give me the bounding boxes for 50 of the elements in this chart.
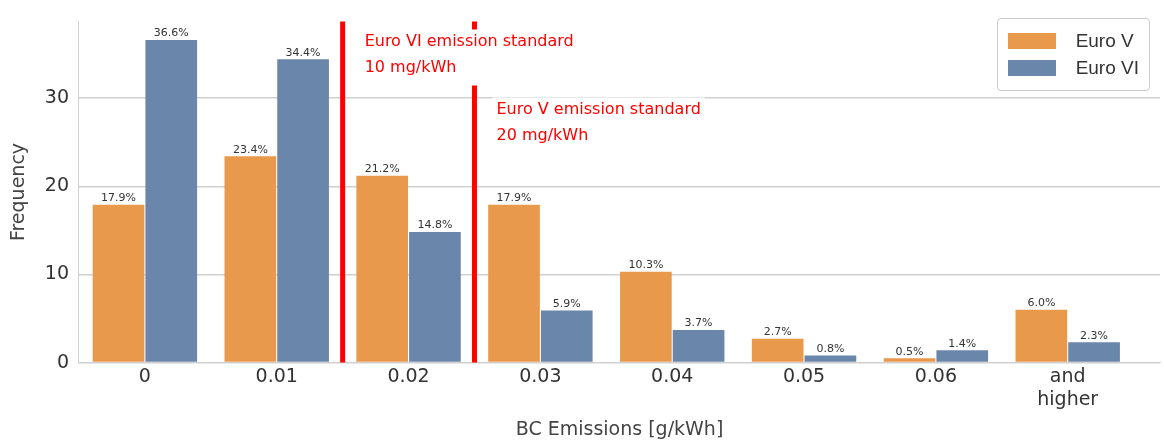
bar — [1015, 309, 1068, 362]
data-label: 6.0% — [1027, 296, 1056, 310]
y-axis-title: Frequency — [6, 142, 29, 242]
x-tick-label: and higher — [1037, 363, 1099, 409]
bar — [936, 350, 989, 362]
bar — [620, 271, 672, 362]
data-label: 10.3% — [628, 258, 664, 272]
data-label: 2.7% — [763, 325, 792, 339]
y-tick-label: 30 — [44, 85, 69, 108]
bar — [672, 329, 725, 362]
x-tick-label: 0.06 — [914, 363, 958, 386]
data-label: 17.9% — [101, 191, 136, 205]
data-label: 21.2% — [364, 162, 400, 176]
data-label: 0.5% — [895, 344, 924, 358]
bar — [1068, 342, 1120, 362]
bar — [488, 204, 540, 362]
data-label: 34.4% — [285, 45, 321, 59]
data-label: 2.3% — [1080, 328, 1109, 342]
bar — [883, 358, 936, 362]
y-tick-label: 10 — [44, 261, 69, 284]
x-tick-label: 0.01 — [255, 363, 298, 386]
bar — [540, 310, 593, 362]
bar — [409, 232, 461, 362]
x-axis-title: BC Emissions [g/kWh] — [515, 416, 724, 439]
data-label: 1.4% — [948, 336, 977, 350]
data-label: 0.8% — [816, 341, 845, 355]
legend-label: Euro V — [1075, 30, 1134, 52]
data-label: 36.6% — [153, 26, 189, 40]
data-label: 14.8% — [417, 218, 453, 232]
data-label: 5.9% — [552, 296, 581, 310]
bar — [356, 175, 409, 362]
ref-line-label: Euro VI emission standard 10 mg/kWh — [364, 30, 574, 76]
y-tick-label: 0 — [56, 349, 69, 372]
data-label: 17.9% — [496, 191, 532, 205]
x-tick-label: 0.02 — [387, 363, 430, 386]
y-tick-label: 20 — [44, 173, 69, 196]
bar — [751, 338, 804, 362]
bar — [145, 39, 198, 362]
bar — [224, 156, 277, 362]
x-tick-label: 0.04 — [651, 363, 694, 386]
x-tick-label: 0.03 — [519, 363, 562, 386]
data-label: 3.7% — [684, 316, 713, 330]
legend-label: Euro VI — [1075, 57, 1139, 79]
x-tick-label: 0.05 — [782, 363, 826, 386]
x-tick-label: 0 — [138, 363, 151, 386]
bar — [277, 59, 329, 362]
bar — [804, 355, 857, 362]
data-label: 23.4% — [232, 142, 268, 156]
ref-line-label: Euro V emission standard 20 mg/kWh — [496, 98, 701, 144]
bar — [92, 204, 145, 362]
